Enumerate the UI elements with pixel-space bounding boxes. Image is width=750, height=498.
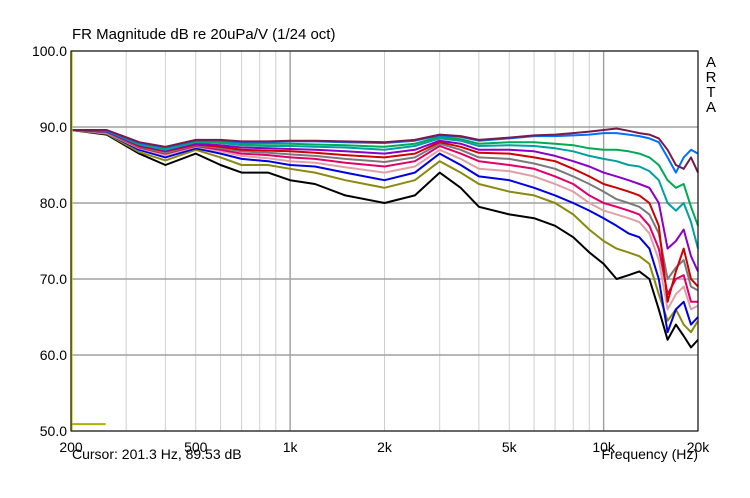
- series-line-8: [70, 129, 699, 272]
- series-line-4: [70, 129, 699, 311]
- series-line-5: [70, 129, 698, 303]
- series-line-6: [70, 129, 699, 292]
- y-tick-label: 70.0: [40, 271, 67, 287]
- y-tick-label: 60.0: [40, 347, 67, 363]
- series-line-3: [70, 129, 699, 334]
- series-line-10: [70, 129, 699, 227]
- cursor-readout: Cursor: 201.3 Hz, 89.53 dB: [72, 446, 242, 462]
- watermark-letter: R: [705, 69, 717, 86]
- series-line-1: [70, 129, 699, 349]
- x-tick-label: 500: [184, 439, 208, 455]
- y-tick-label: 50.0: [40, 423, 67, 439]
- chart-title: FR Magnitude dB re 20uPa/V (1/24 oct): [72, 26, 336, 43]
- series-line-2: [70, 129, 699, 334]
- watermark-letter: T: [706, 84, 716, 101]
- x-axis-label: Frequency (Hz): [601, 446, 698, 462]
- cursor-layer: [71, 51, 106, 431]
- y-tick-label: 80.0: [40, 195, 67, 211]
- series-line-7: [70, 129, 699, 303]
- plot-frame: [70, 50, 699, 432]
- x-tick-label: 2k: [377, 439, 393, 455]
- x-tick-label: 10k: [592, 439, 616, 455]
- x-tick-label: 20k: [687, 439, 711, 455]
- watermark-letter: A: [705, 99, 716, 116]
- x-tick-label: 1k: [283, 439, 299, 455]
- x-tick-label: 200: [59, 439, 83, 455]
- y-tick-label: 100.0: [32, 43, 67, 59]
- series-line-12: [71, 127, 699, 174]
- y-tick-label: 90.0: [40, 119, 67, 135]
- x-tick-label: 5k: [502, 439, 518, 455]
- response-curves: [70, 127, 699, 349]
- watermark-letter: A: [705, 54, 716, 71]
